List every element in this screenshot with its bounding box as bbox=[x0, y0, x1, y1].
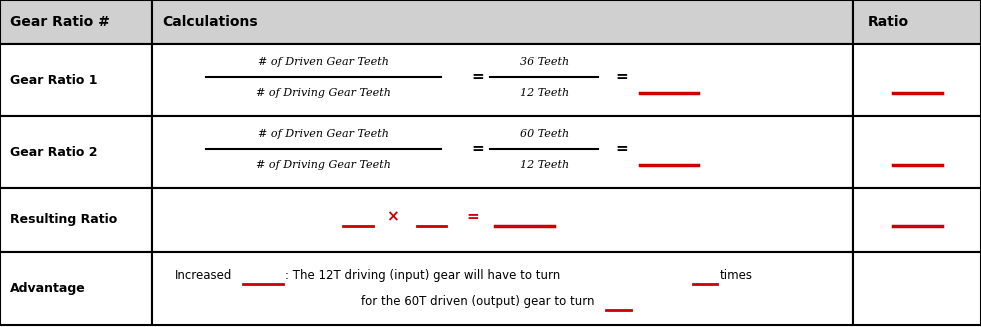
Text: Gear Ratio 1: Gear Ratio 1 bbox=[10, 74, 97, 87]
Text: =: = bbox=[615, 70, 628, 84]
Bar bbox=[152, 188, 853, 252]
Bar bbox=[152, 252, 853, 325]
Bar bbox=[0, 252, 152, 325]
Text: # of Driven Gear Teeth: # of Driven Gear Teeth bbox=[258, 57, 389, 67]
Text: Gear Ratio #: Gear Ratio # bbox=[10, 15, 110, 29]
Text: : The 12T driving (input) gear will have to turn: : The 12T driving (input) gear will have… bbox=[285, 269, 561, 282]
Text: 60 Teeth: 60 Teeth bbox=[520, 129, 569, 139]
Text: 12 Teeth: 12 Teeth bbox=[520, 160, 569, 170]
Text: =: = bbox=[471, 142, 484, 156]
Bar bbox=[152, 0, 853, 44]
Bar bbox=[853, 44, 981, 116]
Bar bbox=[0, 44, 152, 116]
Text: =: = bbox=[615, 142, 628, 156]
Text: 36 Teeth: 36 Teeth bbox=[520, 57, 569, 67]
Bar bbox=[853, 116, 981, 188]
Text: # of Driven Gear Teeth: # of Driven Gear Teeth bbox=[258, 129, 389, 139]
Bar bbox=[152, 116, 853, 188]
Bar bbox=[853, 0, 981, 44]
Text: # of Driving Gear Teeth: # of Driving Gear Teeth bbox=[256, 88, 391, 98]
Bar bbox=[0, 188, 152, 252]
Text: Increased: Increased bbox=[175, 269, 232, 282]
Text: =: = bbox=[471, 70, 484, 84]
Bar bbox=[853, 252, 981, 325]
Text: =: = bbox=[466, 210, 479, 224]
Bar bbox=[853, 188, 981, 252]
Text: # of Driving Gear Teeth: # of Driving Gear Teeth bbox=[256, 160, 391, 170]
Text: Resulting Ratio: Resulting Ratio bbox=[10, 214, 117, 226]
Bar bbox=[0, 0, 152, 44]
Text: Gear Ratio 2: Gear Ratio 2 bbox=[10, 146, 97, 159]
Bar bbox=[152, 44, 853, 116]
Text: Calculations: Calculations bbox=[162, 15, 257, 29]
Text: 12 Teeth: 12 Teeth bbox=[520, 88, 569, 98]
Text: Advantage: Advantage bbox=[10, 282, 85, 295]
Text: for the 60T driven (output) gear to turn: for the 60T driven (output) gear to turn bbox=[361, 295, 595, 308]
Text: ×: × bbox=[387, 209, 398, 224]
Bar bbox=[0, 116, 152, 188]
Text: times: times bbox=[720, 269, 753, 282]
Text: Ratio: Ratio bbox=[868, 15, 909, 29]
